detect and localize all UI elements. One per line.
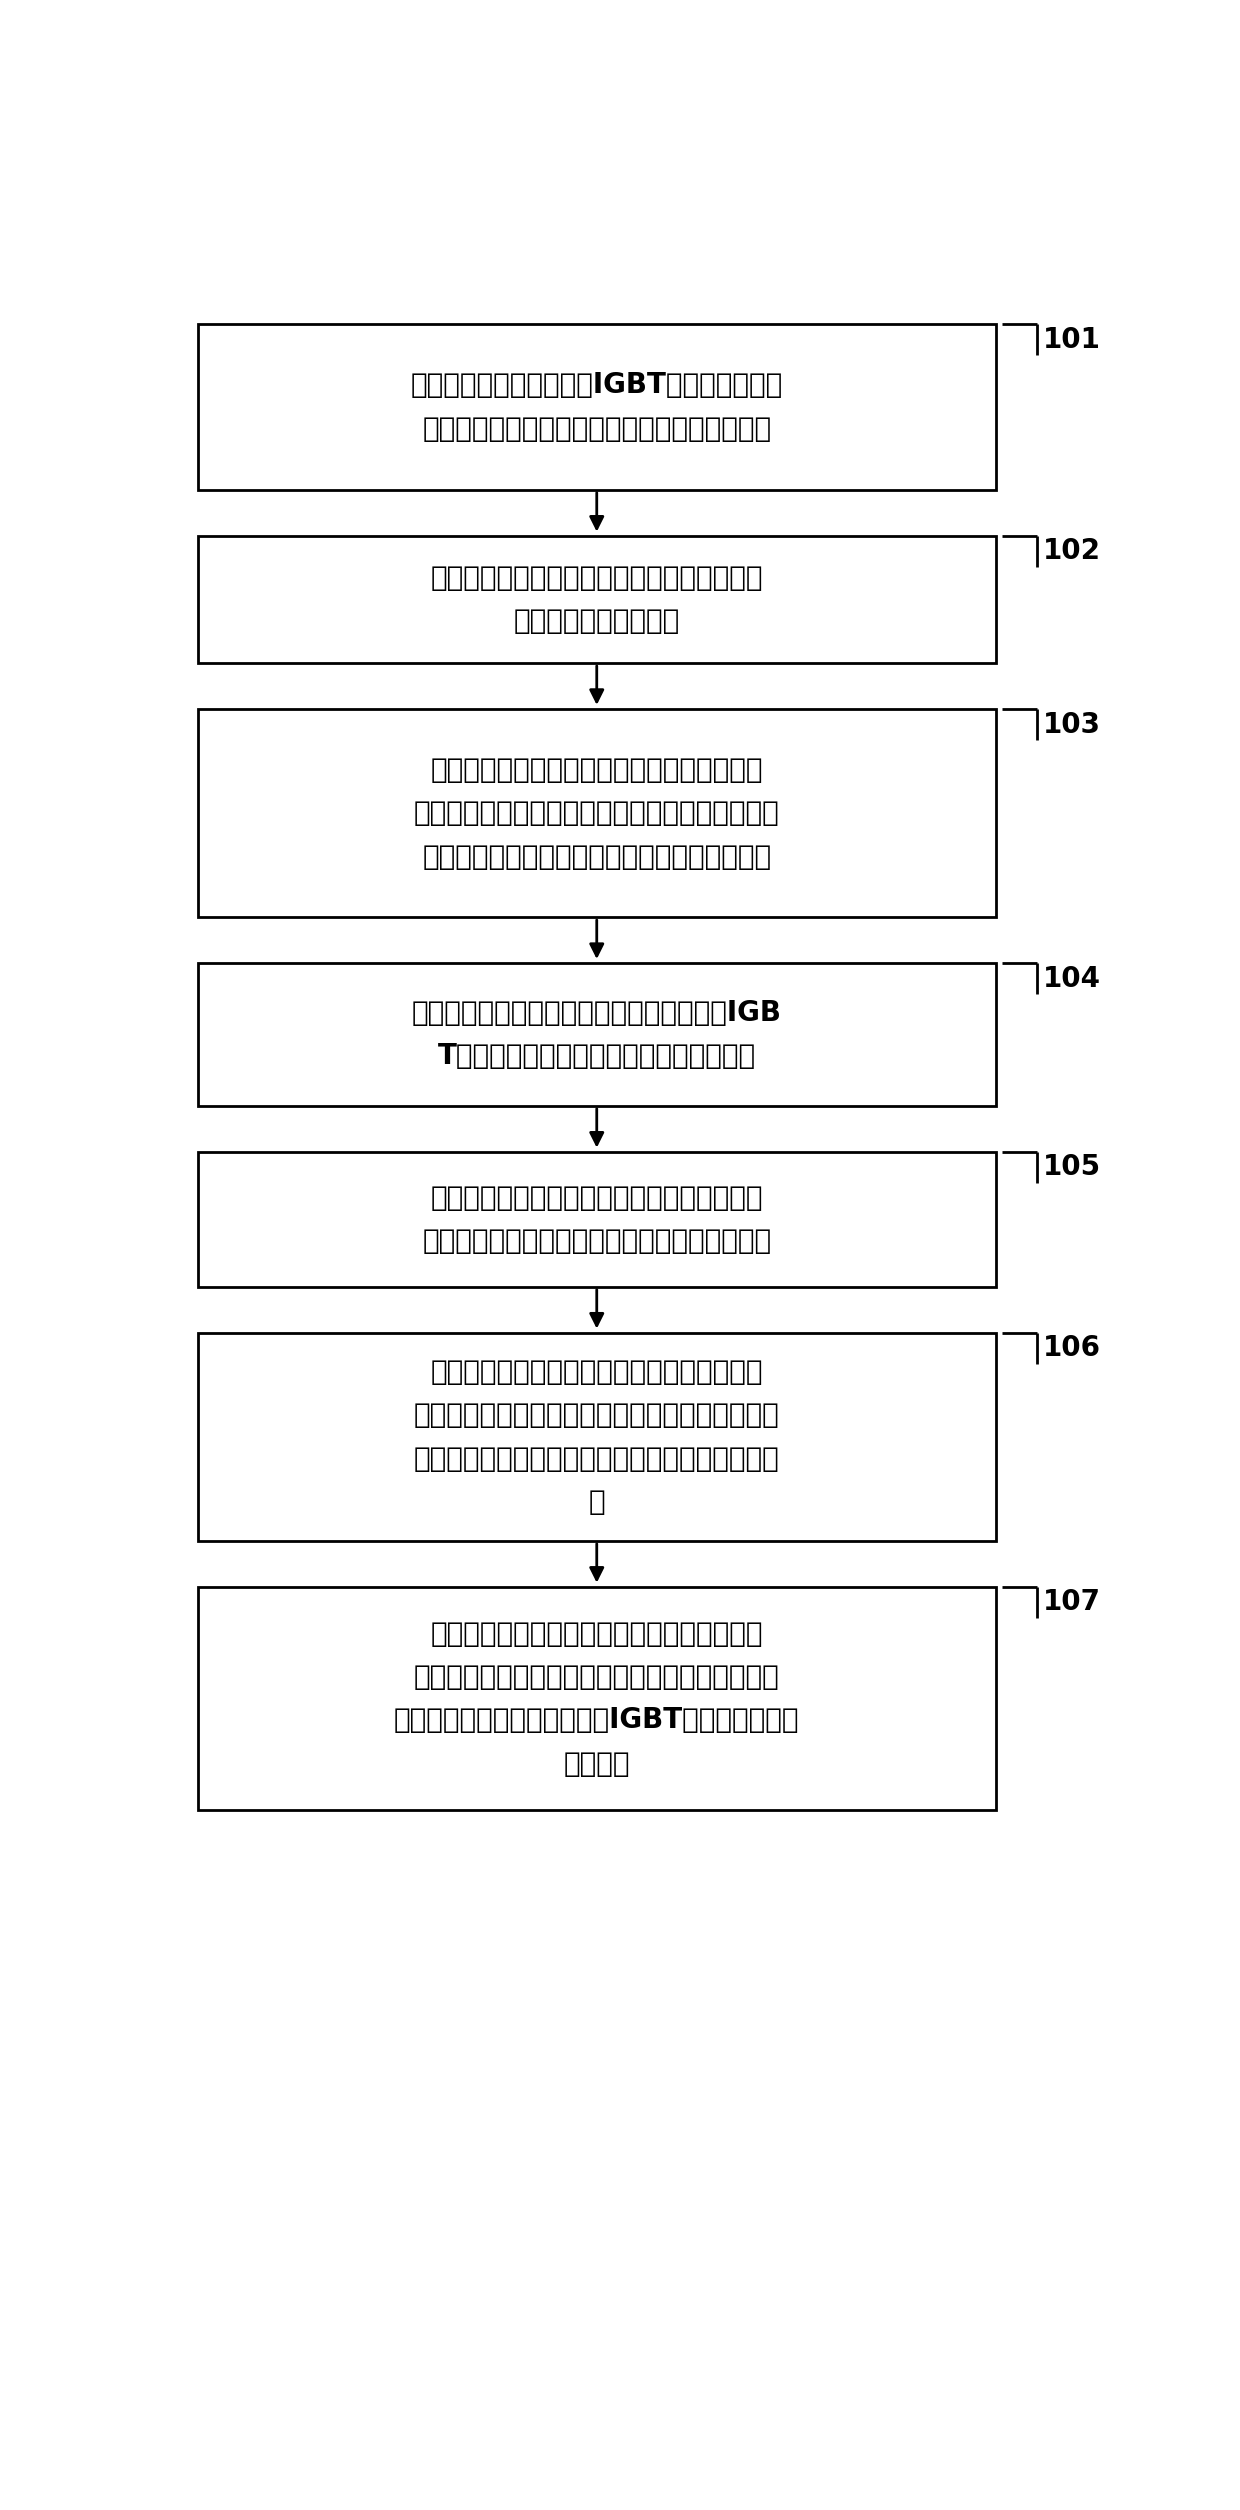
Bar xyxy=(197,1586,996,1810)
Bar xyxy=(197,710,996,916)
Text: 104: 104 xyxy=(1043,964,1101,994)
Text: 通过主控单元断开校正回路单元，接通被测IGB
T模块，使得双脉冲回路单元处于测试模式: 通过主控单元断开校正回路单元，接通被测IGB T模块，使得双脉冲回路单元处于测试… xyxy=(412,999,781,1069)
Text: 105: 105 xyxy=(1043,1155,1101,1182)
Bar xyxy=(197,964,996,1107)
Text: 通过主控单元调整压力控制单元输出的夹紧力
和加热电路单元输出的环境温度达到测试设定值: 通过主控单元调整压力控制单元输出的夹紧力 和加热电路单元输出的环境温度达到测试设… xyxy=(422,1185,771,1255)
Bar xyxy=(197,324,996,489)
Text: 107: 107 xyxy=(1043,1589,1101,1616)
Text: 102: 102 xyxy=(1043,537,1101,565)
Text: 通过主控单元设定压接式IGBT模块双脉冲平台
的工作环境，工作环境包括：夹紧力和环境温度: 通过主控单元设定压接式IGBT模块双脉冲平台 的工作环境，工作环境包括：夹紧力和… xyxy=(410,371,782,442)
Text: 在达到测试设定值之后，主控单元控制边沿触
发电路单元输出触发脉冲信号给驱动电路单元，使
得驱动电路单元输出双脉冲信号驱动双脉冲回路单
元: 在达到测试设定值之后，主控单元控制边沿触 发电路单元输出触发脉冲信号给驱动电路单… xyxy=(414,1358,780,1516)
Bar xyxy=(197,1333,996,1541)
Text: 通过显示单元采集并显示双脉冲回路单元输出
的双脉冲测试信号，并将双脉冲测试信号发送至主
控单元，使得主控单元对被测IGBT模块的动态特性
进行分析: 通过显示单元采集并显示双脉冲回路单元输出 的双脉冲测试信号，并将双脉冲测试信号发… xyxy=(394,1619,800,1777)
Text: 通过主控单元接通校正回路单元，使得双脉冲
回路单元处于校正模式: 通过主控单元接通校正回路单元，使得双脉冲 回路单元处于校正模式 xyxy=(430,565,763,635)
Bar xyxy=(197,537,996,663)
Text: 106: 106 xyxy=(1043,1335,1101,1363)
Text: 101: 101 xyxy=(1043,326,1101,354)
Text: 通过显示单元获取双脉冲回路单元输出的电压
信号和电流信号的时间偏移误差，并将时间偏移误
差存储于主控单元，使得主控单元进行偏差校正: 通过显示单元获取双脉冲回路单元输出的电压 信号和电流信号的时间偏移误差，并将时间… xyxy=(414,756,780,871)
Bar xyxy=(197,1152,996,1288)
Text: 103: 103 xyxy=(1043,710,1101,738)
